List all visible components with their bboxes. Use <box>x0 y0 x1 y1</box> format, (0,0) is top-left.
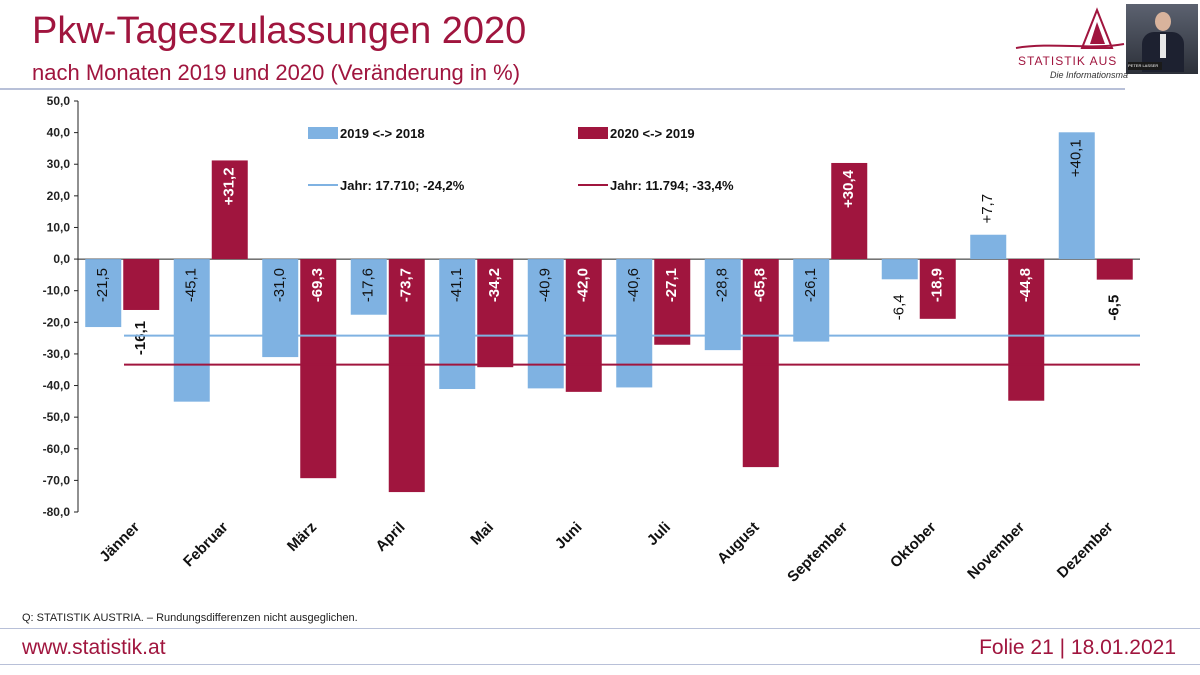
category-label: März <box>284 519 320 555</box>
bar-label-2019: +40,1 <box>1068 139 1085 177</box>
bar-2020 <box>742 259 779 468</box>
bar-2020 <box>300 259 337 479</box>
category-label: November <box>964 519 1028 583</box>
header-divider <box>0 88 1125 90</box>
category-label: Dezember <box>1054 519 1117 582</box>
bar-2020 <box>831 162 868 260</box>
category-label: April <box>372 519 408 555</box>
website-link[interactable]: www.statistik.at <box>22 636 166 659</box>
bar-2019 <box>439 259 476 390</box>
bar-2020 <box>654 259 691 345</box>
category-label: Februar <box>180 519 232 571</box>
bar-label-2019: -17,6 <box>360 268 377 302</box>
y-tick-label: 40,0 <box>47 126 71 140</box>
slide-number-date: Folie 21 | 18.01.2021 <box>979 636 1176 659</box>
bar-2019 <box>350 259 387 315</box>
page-title: Pkw-Tageszulassungen 2020 <box>32 10 527 52</box>
legend-2019-swatch <box>308 127 338 139</box>
presenter-head <box>1155 12 1171 31</box>
y-tick-label: 20,0 <box>47 189 71 203</box>
footer-divider-bottom <box>0 664 1200 665</box>
legend-2020-label: 2020 <-> 2019 <box>610 126 695 141</box>
category-label: August <box>714 519 763 568</box>
bar-label-2019: +7,7 <box>979 194 996 224</box>
legend-annual-2019-label: Jahr: 17.710; -24,2% <box>340 178 465 193</box>
bar-2019 <box>970 234 1007 260</box>
legend-annual-2020-label: Jahr: 11.794; -33,4% <box>610 178 734 193</box>
page-subtitle: nach Monaten 2019 und 2020 (Veränderung … <box>32 60 521 85</box>
bar-2020 <box>1096 259 1133 280</box>
y-tick-label: -40,0 <box>43 379 71 393</box>
y-tick-label: -70,0 <box>43 473 71 487</box>
bar-2019 <box>616 259 653 388</box>
category-label: Jänner <box>96 519 143 566</box>
y-tick-label: 50,0 <box>47 94 71 108</box>
logo-tagline: Die Informationsma <box>1050 70 1129 80</box>
bar-2020 <box>123 259 160 310</box>
bar-label-2020: -16,1 <box>132 321 149 355</box>
legend-2020-swatch <box>578 127 608 139</box>
bar-label-2019: -40,9 <box>537 268 554 302</box>
bar-label-2020: -65,8 <box>752 268 769 302</box>
bar-label-2020: -27,1 <box>663 268 680 302</box>
statistik-logo-icon <box>1015 7 1125 49</box>
bar-2019 <box>262 259 299 358</box>
logo-wordmark: STATISTIK AUS <box>1018 54 1118 68</box>
bar-2019 <box>1058 132 1095 260</box>
category-label: Mai <box>467 519 497 549</box>
bar-label-2020: -69,3 <box>309 268 326 302</box>
bar-label-2020: -73,7 <box>398 268 415 302</box>
bar-2019 <box>793 259 830 342</box>
bar-label-2019: -26,1 <box>802 268 819 302</box>
bar-label-2019: -41,1 <box>448 268 465 302</box>
y-tick-label: 0,0 <box>53 252 70 266</box>
bar-2020 <box>388 259 425 493</box>
presenter-shirt <box>1160 34 1166 58</box>
category-label: September <box>784 519 851 586</box>
bar-2020 <box>211 160 248 260</box>
footer-divider-top <box>0 628 1200 629</box>
y-tick-label: -80,0 <box>43 505 71 519</box>
y-tick-label: 30,0 <box>47 157 71 171</box>
y-tick-label: -30,0 <box>43 347 71 361</box>
bar-label-2019: -6,4 <box>891 294 908 320</box>
bar-2020 <box>1008 259 1045 401</box>
bar-label-2019: -31,0 <box>271 268 288 302</box>
bar-label-2020: -6,5 <box>1106 295 1123 321</box>
bar-label-2020: -42,0 <box>575 268 592 302</box>
y-tick-label: -50,0 <box>43 410 71 424</box>
y-tick-label: -10,0 <box>43 284 71 298</box>
bar-label-2019: -45,1 <box>183 268 200 302</box>
bar-2020 <box>565 259 602 392</box>
bar-2019 <box>173 259 210 402</box>
bar-label-2019: -40,6 <box>625 268 642 302</box>
presenter-name-tag: PETER LASSER <box>1128 62 1162 70</box>
category-label: Juli <box>644 519 674 549</box>
webcam-thumbnail: PETER LASSER <box>1126 4 1198 74</box>
bar-label-2020: -34,2 <box>486 268 503 302</box>
bar-label-2020: -18,9 <box>929 268 946 302</box>
bar-label-2019: -21,5 <box>94 268 111 302</box>
bar-2019 <box>85 259 122 328</box>
bar-label-2020: -44,8 <box>1017 268 1034 302</box>
y-tick-label: -60,0 <box>43 442 71 456</box>
y-tick-label: 10,0 <box>47 220 71 234</box>
bar-2019 <box>881 259 918 280</box>
bar-2019 <box>527 259 564 389</box>
bar-label-2020: +31,2 <box>221 167 238 205</box>
category-label: Oktober <box>887 519 940 572</box>
y-tick-label: -20,0 <box>43 315 71 329</box>
bar-label-2020: +30,4 <box>840 169 857 208</box>
legend-2019-label: 2019 <-> 2018 <box>340 126 425 141</box>
category-label: Juni <box>552 519 586 553</box>
bar-2020 <box>477 259 514 368</box>
bar-label-2019: -28,8 <box>714 268 731 302</box>
bar-2020 <box>919 259 956 319</box>
source-note: Q: STATISTIK AUSTRIA. – Rundungsdifferen… <box>22 612 358 624</box>
